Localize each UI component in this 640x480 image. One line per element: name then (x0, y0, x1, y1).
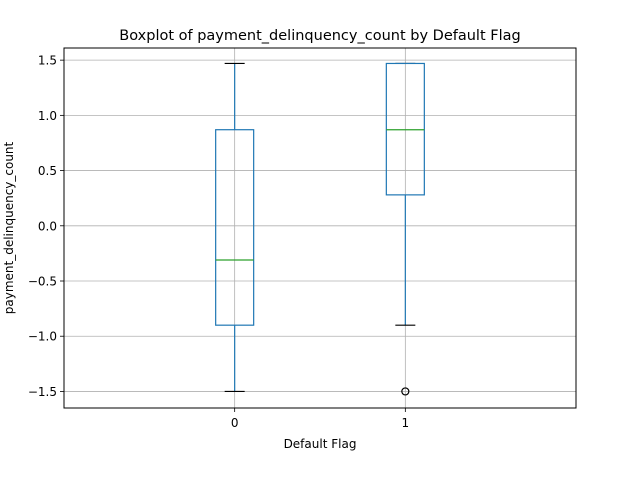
plot-frame (63, 47, 577, 409)
tick-layer: −1.5 −1.0 −0.5 0.0 0.5 1.0 1.5 0 1 (28, 54, 409, 430)
x-tick-label: 1 (402, 416, 410, 430)
y-tick-label: 1.5 (38, 54, 57, 68)
y-tick-label: 0.0 (38, 219, 57, 233)
y-tick-label: −1.0 (28, 330, 57, 344)
x-tick-label: 0 (231, 416, 239, 430)
y-axis-label: payment_delinquency_count (2, 141, 16, 314)
y-tick-label: 0.5 (38, 164, 57, 178)
x-axis-label: Default Flag (284, 437, 357, 451)
y-tick-label: −1.5 (28, 385, 57, 399)
box-layer (215, 62, 425, 396)
y-tick-label: 1.0 (38, 109, 57, 123)
y-tick-label: −0.5 (28, 275, 57, 289)
box-iqr (215, 129, 255, 326)
outlier-point (401, 387, 410, 396)
chart-title: Boxplot of payment_delinquency_count by … (119, 28, 520, 44)
